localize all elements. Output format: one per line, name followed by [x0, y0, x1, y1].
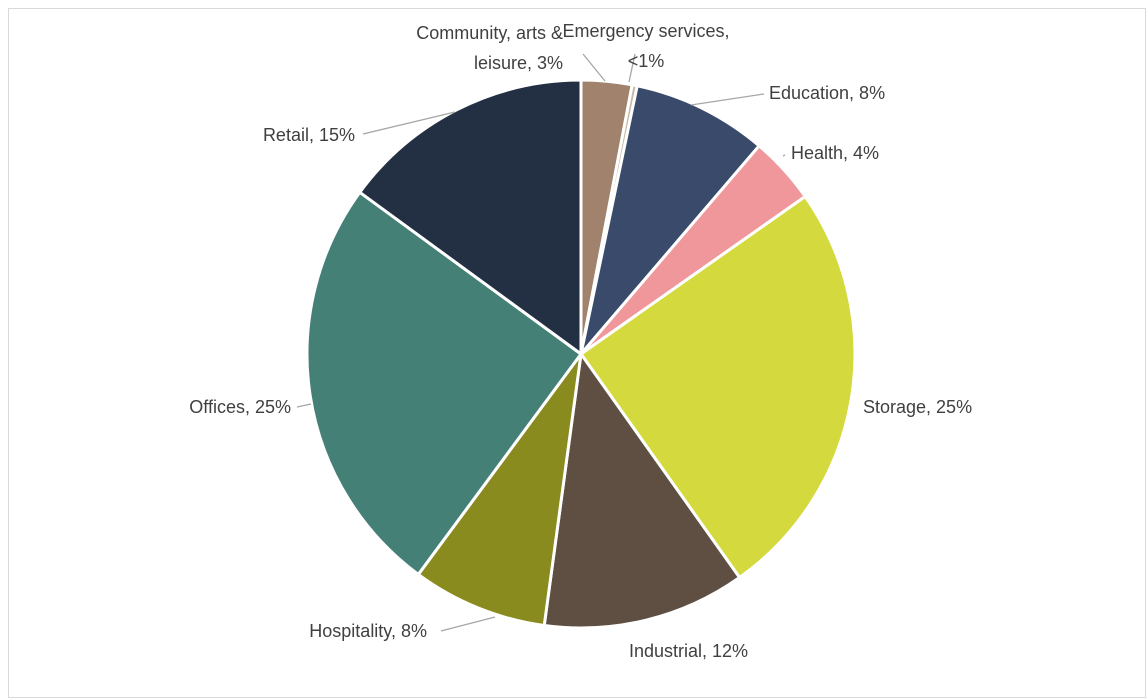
- data-label-health: Health, 4%: [791, 143, 879, 163]
- data-labels: Community, arts & leisure, 3%Emergency se…: [189, 21, 972, 661]
- data-label-storage: Storage, 25%: [863, 397, 972, 417]
- pie-slice-retail: [358, 78, 583, 356]
- data-label-community-arts-and-leisure: Community, arts & leisure, 3%: [416, 23, 563, 73]
- pie-slice-hospitality: [416, 352, 583, 628]
- pie-slice-education: [579, 84, 761, 356]
- pie-chart: Community, arts & leisure, 3%Emergency se…: [189, 21, 972, 661]
- leader-line-health: [782, 154, 786, 157]
- chart-area: Community, arts & leisure, 3% Emergency se…: [8, 8, 1146, 698]
- leader-line-emergency-services: [628, 53, 636, 83]
- pie-slice-industrial: [542, 352, 742, 630]
- leader-lines: [296, 53, 786, 632]
- pie-slice-storage: [579, 195, 857, 579]
- data-label-retail: Retail, 15%: [263, 125, 355, 145]
- data-label-industrial: Industrial, 12%: [629, 641, 748, 661]
- leader-line-offices: [296, 403, 312, 408]
- pie-slice-offices: [305, 190, 583, 576]
- leader-line-education: [690, 93, 765, 106]
- data-label-emergency-services: Emergency services, <1%: [562, 21, 729, 71]
- leader-line-hospitality: [440, 616, 496, 632]
- leader-line-community-arts-and-leisure: [582, 53, 606, 82]
- data-label-hospitality: Hospitality, 8%: [309, 621, 427, 641]
- data-label-education: Education, 8%: [769, 83, 885, 103]
- data-label-offices: Offices, 25%: [189, 397, 291, 417]
- leader-line-retail: [362, 111, 456, 135]
- pie-slices: [305, 78, 857, 630]
